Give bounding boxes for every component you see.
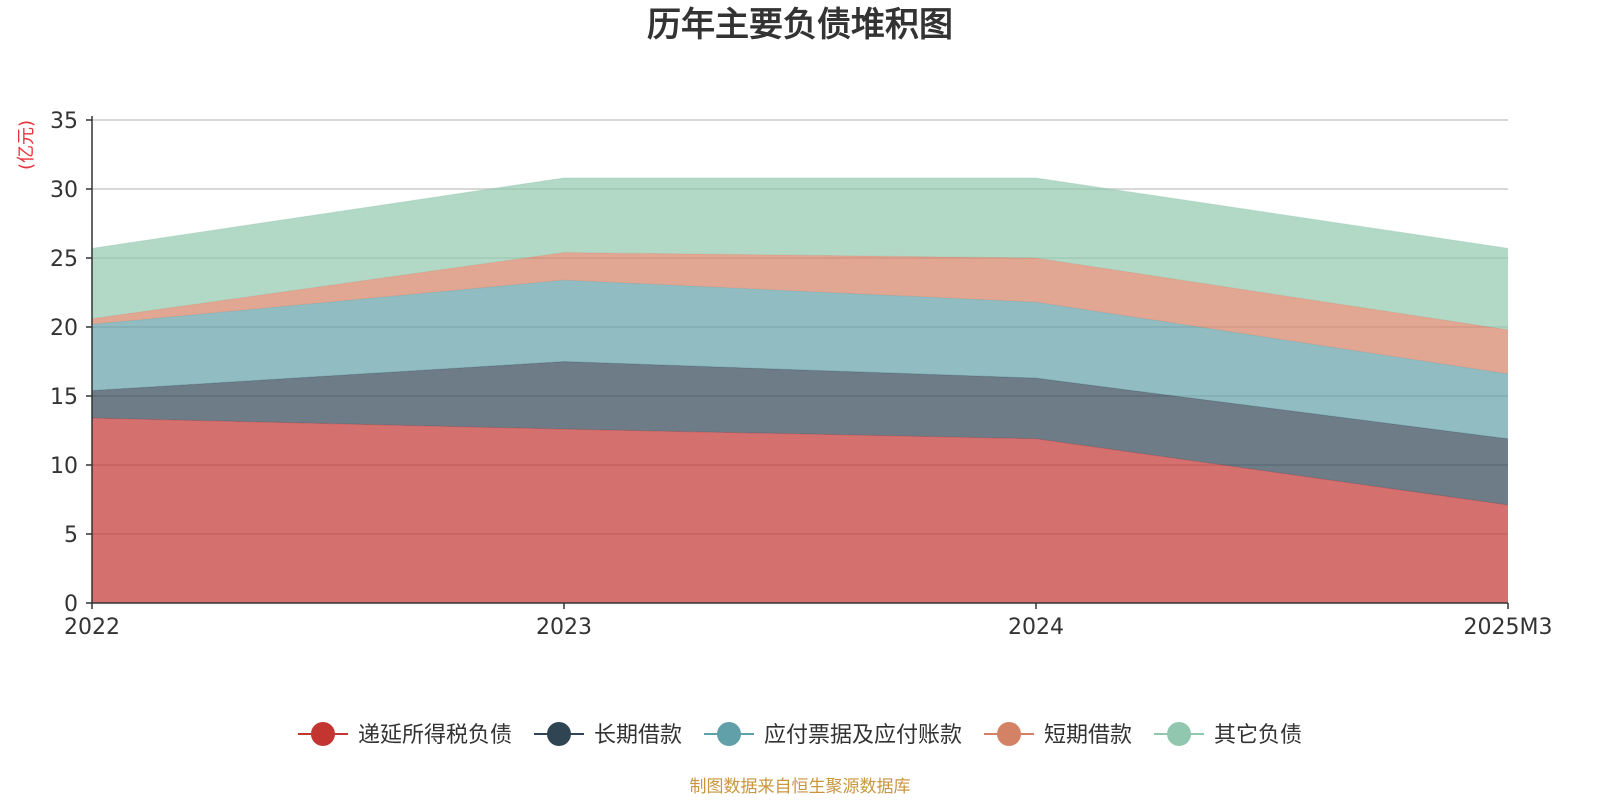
y-tick-label: 0 [64,592,78,617]
x-tick-label: 2023 [536,615,592,640]
legend: 递延所得税负债 长期借款 应付票据及应付账款 短期借款 其它负债 [297,722,1302,748]
x-tick-label: 2025M3 [1464,615,1553,640]
legend-marker-icon [1167,722,1192,746]
legend-marker-icon [716,722,741,746]
legend-marker-icon [997,722,1022,746]
y-tick-label: 25 [50,247,78,272]
y-tick-label: 20 [50,316,78,341]
area-series [92,252,1508,374]
legend-item[interactable]: 递延所得税负债 [297,722,512,748]
legend-label: 长期借款 [594,723,682,748]
legend-marker-icon [546,722,571,746]
legend-label: 短期借款 [1044,723,1132,748]
source-note: 制图数据来自恒生聚源数据库 [690,777,911,797]
y-tick-label: 10 [50,454,78,479]
series-line [91,177,1509,249]
area-series [92,418,1508,603]
chart-title: 历年主要负债堆积图 [647,5,953,45]
x-tick-label: 2022 [64,615,120,640]
legend-label: 应付票据及应付账款 [764,723,962,748]
x-tick-label: 2024 [1008,615,1064,640]
axes: 0 5 10 15 20 25 30 35 2022 2023 2024 2025M3 [50,109,1552,640]
y-axis-unit-label: (亿元) [16,120,37,170]
legend-label: 其它负债 [1214,723,1302,748]
area-series [92,177,1508,330]
area-series [92,361,1508,506]
legend-label: 递延所得税负债 [358,723,512,748]
area-series-group [91,177,1509,603]
legend-item[interactable]: 应付票据及应付账款 [703,722,962,748]
y-tick-label: 35 [50,109,78,134]
y-tick-label: 30 [50,178,78,203]
legend-item[interactable]: 长期借款 [533,722,682,748]
area-series [92,280,1508,439]
legend-marker-icon [310,722,335,746]
legend-item[interactable]: 其它负债 [1154,722,1302,748]
legend-item[interactable]: 短期借款 [984,722,1132,748]
y-tick-label: 15 [50,385,78,410]
y-tick-label: 5 [64,523,78,548]
